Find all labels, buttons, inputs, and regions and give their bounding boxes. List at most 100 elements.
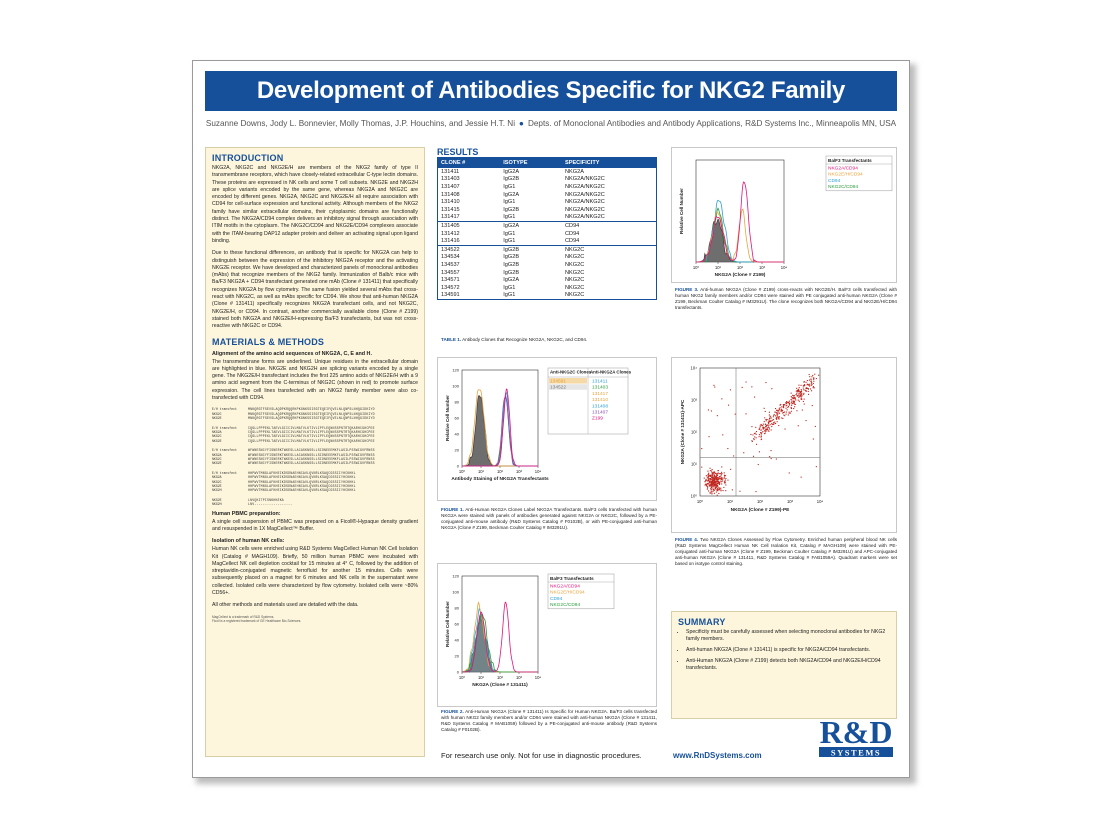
data-point (773, 423, 775, 425)
sequence-name: NKG2E (212, 416, 222, 421)
data-point (791, 404, 793, 406)
data-point (813, 377, 815, 379)
sequence-row: NKG2H HHPWVTMNGLAFKHEIKDSDNAEHNCAVLQVNRLK… (212, 488, 418, 492)
summary-list: Specificity must be carefully assessed w… (678, 629, 890, 672)
data-point (809, 376, 811, 378)
data-point (790, 410, 792, 412)
data-point (782, 412, 784, 414)
table-cell: IgG1 (503, 284, 516, 291)
data-point (714, 475, 716, 477)
x-tick-label: 10¹ (715, 265, 722, 270)
website-link[interactable]: www.RnDSystems.com (673, 751, 762, 760)
data-point (756, 443, 758, 445)
table-header: ISOTYPE (500, 157, 562, 168)
legend-entry: NKG2A/CD94 (828, 166, 858, 172)
data-point (751, 426, 753, 428)
data-point (789, 412, 791, 414)
data-point (705, 478, 707, 480)
data-point (815, 378, 817, 380)
data-point (798, 397, 800, 399)
data-point (803, 381, 805, 383)
table-cell: IgG1 (500, 237, 562, 246)
data-point (716, 473, 718, 475)
data-point (768, 419, 770, 421)
data-point (725, 475, 727, 477)
data-point (761, 438, 763, 440)
data-point (777, 413, 779, 415)
data-point (806, 380, 808, 382)
y-axis-label: Relative Cell Number (445, 395, 450, 441)
data-point (767, 428, 769, 430)
data-point (803, 398, 805, 400)
author-line: Suzanne Downs, Jody L. Bonnevier, Molly … (205, 119, 897, 128)
y-tick-label: 20 (455, 654, 460, 659)
data-point (773, 422, 775, 424)
data-point (712, 484, 714, 486)
data-point (790, 399, 792, 401)
data-point (762, 428, 764, 430)
data-point (812, 438, 814, 440)
sequence-row: NKG2C HHPWVTMNGLAFKHEIKDSDNAEHNCAVLQVNRLK… (212, 480, 418, 484)
data-point (716, 477, 718, 479)
sequence-name: E/H transfect (212, 425, 237, 430)
data-point (806, 384, 808, 386)
data-point (714, 471, 716, 473)
data-point (788, 402, 790, 404)
figure-2-panel: 120 100 80 60 40 20 0 10⁰ 10¹ 10² 10³ 10⁴ Relative C… (437, 563, 657, 707)
data-point (721, 473, 723, 475)
data-point (712, 479, 714, 481)
table-header: SPECIFICITY (561, 157, 657, 168)
data-point (714, 488, 716, 490)
data-point (801, 409, 803, 411)
sequence-text: HHPWVTMNGLAFKHEIKDSDNAEHNCAVLQVNRLKSAQCG… (248, 470, 356, 475)
data-point (719, 487, 721, 489)
data-point (704, 484, 706, 486)
data-point (714, 485, 716, 487)
data-point (717, 489, 719, 491)
data-point (716, 477, 718, 479)
table-cell: NKG2A/NKG2C (564, 183, 605, 190)
data-point (768, 414, 770, 416)
data-point (769, 415, 771, 417)
data-point (783, 405, 785, 407)
data-point (779, 407, 781, 409)
y-tick-label: 10² (691, 430, 698, 435)
data-point (714, 484, 716, 486)
data-point (711, 479, 713, 481)
data-point (711, 477, 713, 479)
table-cell: IgG2A (503, 191, 520, 198)
data-point (722, 478, 724, 480)
data-point (724, 480, 726, 482)
data-point (808, 383, 810, 385)
x-tick-label: 10⁴ (781, 265, 788, 270)
table-cell: NKG2C (564, 261, 585, 268)
data-point (791, 401, 793, 403)
data-point (706, 483, 708, 485)
data-point (801, 395, 803, 397)
authors: Suzanne Downs, Jody L. Bonnevier, Molly … (205, 119, 516, 128)
data-point (712, 475, 714, 477)
data-point (789, 403, 791, 405)
data-point (818, 374, 820, 376)
y-tick-label: 100 (452, 384, 459, 389)
data-point (793, 408, 795, 410)
x-tick-label: 10¹ (727, 499, 734, 504)
data-point (779, 412, 781, 414)
rnd-systems-logo: R&D SYSTEMS (819, 714, 893, 758)
data-point (715, 476, 717, 478)
table-cell: IgG1 (503, 292, 516, 299)
table-cell: 131405 (441, 222, 460, 229)
data-point (706, 480, 708, 482)
introduction-heading: INTRODUCTION (212, 153, 284, 163)
data-point (753, 433, 755, 435)
data-point (713, 486, 715, 488)
sequence-row: NKG2E WFWNESNCYFISNERKTWKESLLACASKNSSLLSI… (212, 461, 418, 465)
data-point (805, 381, 807, 383)
table-cell: NKG2C (564, 254, 585, 261)
sequence-name: NKG2H (212, 502, 222, 507)
figure-3-caption: FIGURE 3. Anti-human NKG2A (Clone # Z199… (675, 287, 897, 311)
data-point (751, 386, 753, 388)
data-point (770, 424, 772, 426)
data-point (718, 482, 720, 484)
data-point (805, 420, 807, 422)
